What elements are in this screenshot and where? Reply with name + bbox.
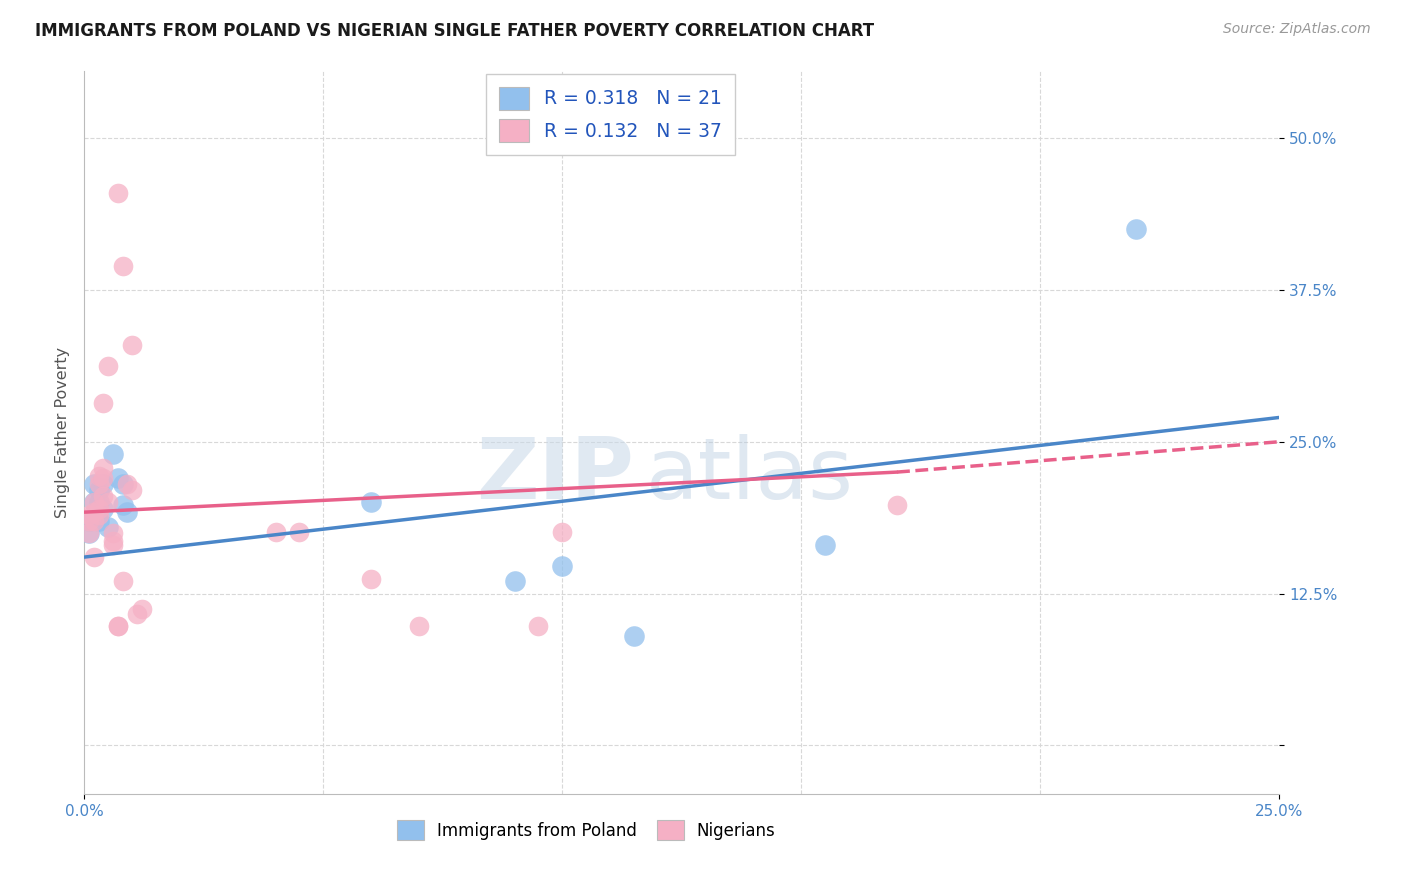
- Point: [121, 483, 143, 498]
- Text: ZIP: ZIP: [477, 434, 634, 517]
- Point: [111, 574, 134, 589]
- Point: [93, 489, 115, 503]
- Point: [503, 574, 526, 589]
- Point: [117, 505, 139, 519]
- Point: [93, 396, 115, 410]
- Point: [111, 477, 134, 491]
- Point: [87, 477, 110, 491]
- Point: [93, 461, 115, 475]
- Point: [87, 495, 110, 509]
- Point: [101, 525, 124, 540]
- Point: [83, 477, 105, 491]
- Point: [360, 572, 382, 586]
- Point: [101, 447, 124, 461]
- Point: [408, 619, 430, 633]
- Point: [83, 505, 105, 519]
- Point: [97, 520, 120, 534]
- Point: [288, 524, 311, 539]
- Point: [77, 525, 100, 540]
- Point: [77, 525, 100, 540]
- Point: [551, 524, 574, 539]
- Text: atlas: atlas: [647, 434, 853, 517]
- Point: [83, 550, 105, 565]
- Point: [93, 501, 115, 516]
- Point: [83, 514, 105, 528]
- Point: [93, 471, 115, 485]
- Point: [360, 495, 382, 509]
- Y-axis label: Single Father Poverty: Single Father Poverty: [55, 347, 70, 518]
- Point: [125, 607, 148, 622]
- Point: [87, 514, 110, 528]
- Point: [83, 495, 105, 509]
- Legend: Immigrants from Poland, Nigerians: Immigrants from Poland, Nigerians: [391, 814, 782, 847]
- Point: [87, 468, 110, 483]
- Point: [97, 359, 120, 374]
- Text: Source: ZipAtlas.com: Source: ZipAtlas.com: [1223, 22, 1371, 37]
- Point: [101, 534, 124, 549]
- Point: [87, 501, 110, 516]
- Point: [77, 514, 100, 528]
- Point: [107, 619, 129, 633]
- Point: [814, 538, 837, 552]
- Point: [1125, 222, 1147, 236]
- Point: [527, 619, 550, 633]
- Point: [121, 337, 143, 351]
- Point: [97, 495, 120, 509]
- Point: [87, 508, 110, 522]
- Point: [87, 483, 110, 498]
- Point: [107, 471, 129, 485]
- Point: [264, 524, 287, 539]
- Text: IMMIGRANTS FROM POLAND VS NIGERIAN SINGLE FATHER POVERTY CORRELATION CHART: IMMIGRANTS FROM POLAND VS NIGERIAN SINGL…: [35, 22, 875, 40]
- Point: [131, 602, 153, 616]
- Point: [93, 477, 115, 491]
- Point: [107, 619, 129, 633]
- Point: [101, 538, 124, 552]
- Point: [886, 498, 908, 512]
- Point: [77, 514, 100, 528]
- Point: [83, 495, 105, 509]
- Point: [77, 508, 100, 522]
- Point: [111, 259, 134, 273]
- Point: [117, 477, 139, 491]
- Point: [623, 629, 645, 643]
- Point: [107, 186, 129, 200]
- Point: [111, 498, 134, 512]
- Point: [551, 558, 574, 573]
